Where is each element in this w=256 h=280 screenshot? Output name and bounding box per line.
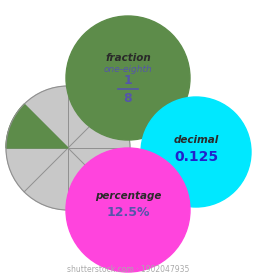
Text: percentage: percentage (95, 191, 161, 201)
Text: shutterstock.com · 1902047935: shutterstock.com · 1902047935 (67, 265, 189, 274)
Text: 8: 8 (124, 92, 132, 106)
Circle shape (6, 86, 130, 210)
Text: one-eighth: one-eighth (104, 66, 152, 74)
Circle shape (66, 148, 190, 272)
Text: decimal: decimal (173, 135, 219, 145)
Polygon shape (6, 104, 68, 148)
Text: 0.125: 0.125 (174, 150, 218, 164)
Text: fraction: fraction (105, 53, 151, 63)
Circle shape (141, 97, 251, 207)
Circle shape (66, 16, 190, 140)
Text: 1: 1 (124, 74, 132, 87)
Text: 12.5%: 12.5% (106, 206, 150, 218)
